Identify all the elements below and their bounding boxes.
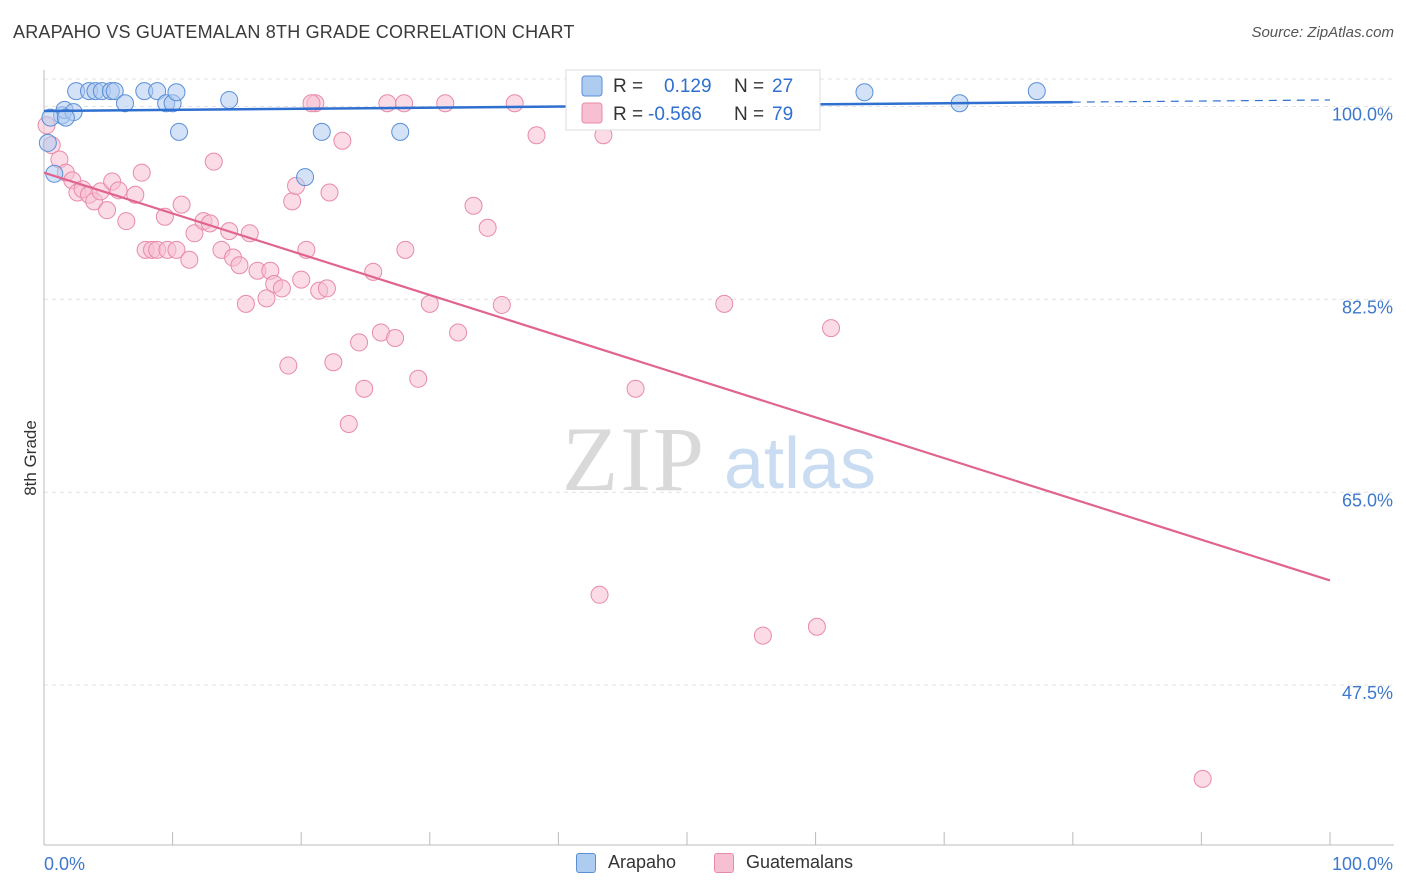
legend-swatch-arapaho bbox=[581, 75, 603, 97]
guatemalans-point bbox=[324, 353, 343, 372]
arapaho-point bbox=[38, 133, 57, 152]
stats-legend-box bbox=[565, 69, 821, 131]
legend-swatch-arapaho bbox=[576, 852, 596, 873]
y-tick-label: 100.0% bbox=[1332, 105, 1393, 125]
guatemalans-point bbox=[236, 294, 255, 313]
x-tick-label-max: 100.0% bbox=[1332, 854, 1393, 874]
legend-n-label: N = bbox=[734, 104, 764, 125]
legend-r-value: 0.129 bbox=[664, 76, 712, 97]
legend-item-guatemalans[interactable]: Guatemalans bbox=[714, 852, 853, 873]
guatemalans-point bbox=[355, 379, 374, 398]
guatemalans-point bbox=[1193, 769, 1212, 788]
legend-n-value: 27 bbox=[772, 76, 793, 97]
grid-lines bbox=[44, 78, 1394, 686]
guatemalans-point bbox=[180, 250, 199, 269]
legend-swatch-guatemalans bbox=[714, 852, 734, 873]
guatemalans-point bbox=[822, 319, 841, 338]
guatemalans-point bbox=[98, 201, 117, 220]
chart-title: ARAPAHO VS GUATEMALAN 8TH GRADE CORRELAT… bbox=[13, 22, 575, 42]
y-axis-title: 8th Grade bbox=[21, 420, 40, 496]
guatemalans-point bbox=[230, 256, 249, 275]
legend-r-value: -0.566 bbox=[648, 104, 702, 125]
guatemalans-point bbox=[279, 356, 298, 375]
arapaho-point bbox=[116, 94, 135, 113]
arapaho-trend-extension bbox=[1072, 99, 1331, 103]
guatemalans-point bbox=[590, 585, 609, 604]
guatemalans-point bbox=[317, 279, 336, 298]
guatemalans-point bbox=[626, 379, 645, 398]
guatemalans-point bbox=[492, 295, 511, 314]
guatemalans-point bbox=[464, 196, 483, 215]
arapaho-point bbox=[105, 82, 124, 101]
arapaho-point bbox=[167, 83, 186, 102]
bottom-legend: Arapaho Guatemalans bbox=[0, 852, 1406, 876]
arapaho-point bbox=[391, 122, 410, 141]
guatemalans-point bbox=[396, 240, 415, 259]
guatemalans-point bbox=[257, 289, 276, 308]
arapaho-point bbox=[1027, 82, 1046, 101]
legend-item-arapaho[interactable]: Arapaho bbox=[576, 852, 676, 873]
arapaho-point bbox=[56, 108, 75, 127]
watermark-zip: ZIP bbox=[562, 408, 706, 510]
guatemalans-trend-line bbox=[43, 171, 1331, 582]
x-tick-label-min: 0.0% bbox=[44, 854, 85, 874]
guatemalans-point bbox=[753, 626, 772, 645]
guatemalans-point bbox=[409, 369, 428, 388]
legend-n-label: N = bbox=[734, 76, 764, 97]
arapaho-trend-line bbox=[43, 100, 1073, 113]
guatemalans-point bbox=[126, 185, 145, 204]
y-tick-label: 82.5% bbox=[1342, 297, 1393, 317]
guatemalans-point bbox=[478, 218, 497, 237]
guatemalans-point bbox=[386, 329, 405, 348]
guatemalans-point bbox=[339, 414, 358, 433]
guatemalans-point bbox=[167, 240, 186, 259]
guatemalans-point bbox=[204, 152, 223, 171]
guatemalans-point bbox=[320, 183, 339, 202]
arapaho-points bbox=[38, 82, 1046, 187]
guatemalans-point bbox=[505, 94, 524, 113]
trend-lines bbox=[43, 99, 1331, 582]
guatemalans-point bbox=[527, 126, 546, 145]
legend-swatch-guatemalans bbox=[581, 102, 603, 124]
source-label: Source: ZipAtlas.com bbox=[1251, 24, 1394, 41]
guatemalans-point bbox=[436, 94, 455, 113]
guatemalans-point bbox=[117, 212, 136, 231]
guatemalans-point bbox=[715, 294, 734, 313]
arapaho-point bbox=[220, 90, 239, 109]
guatemalans-point bbox=[172, 195, 191, 214]
guatemalans-point bbox=[272, 279, 291, 298]
legend-label-guatemalans: Guatemalans bbox=[746, 852, 854, 872]
legend-r-label: R = bbox=[613, 76, 643, 97]
watermark: ZIP atlas bbox=[562, 408, 876, 510]
arapaho-point bbox=[170, 122, 189, 141]
guatemalans-point bbox=[350, 333, 369, 352]
arapaho-point bbox=[855, 83, 874, 102]
guatemalans-point bbox=[449, 323, 468, 342]
guatemalans-point bbox=[333, 131, 352, 150]
x-ticks bbox=[43, 832, 1331, 845]
guatemalans-point bbox=[185, 224, 204, 243]
guatemalans-point bbox=[292, 270, 311, 289]
guatemalans-point bbox=[807, 617, 826, 636]
watermark-atlas: atlas bbox=[724, 424, 876, 504]
guatemalans-point bbox=[132, 163, 151, 182]
guatemalans-point bbox=[283, 192, 302, 211]
legend-r-label: R = bbox=[613, 104, 643, 125]
guatemalans-point bbox=[395, 94, 414, 113]
arapaho-point bbox=[296, 168, 315, 187]
y-tick-label: 47.5% bbox=[1342, 683, 1393, 703]
legend-n-value: 79 bbox=[772, 104, 793, 125]
arapaho-point bbox=[312, 122, 331, 141]
axes bbox=[43, 70, 1394, 846]
arapaho-point bbox=[148, 82, 167, 101]
stats-legend: R = 0.129 N = 27 R = -0.566 N = 79 bbox=[565, 69, 821, 131]
y-tick-labels: 47.5% 65.0% 82.5% 100.0% bbox=[1332, 105, 1393, 704]
legend-label-arapaho: Arapaho bbox=[608, 852, 677, 872]
y-tick-label: 65.0% bbox=[1342, 490, 1393, 510]
